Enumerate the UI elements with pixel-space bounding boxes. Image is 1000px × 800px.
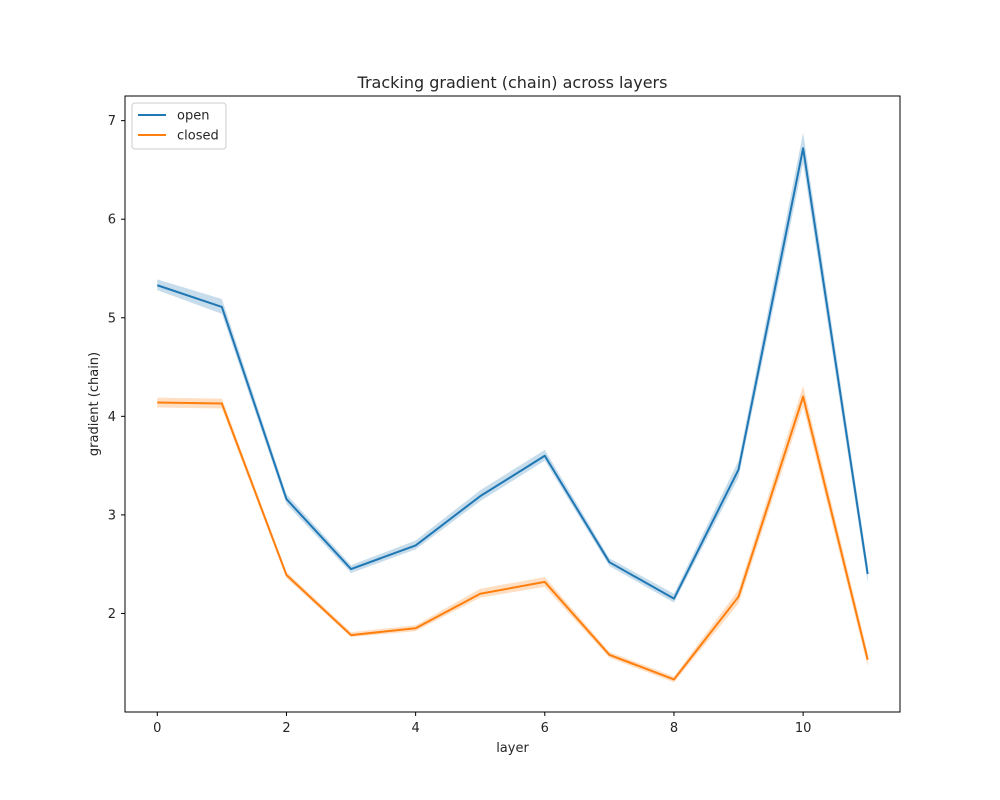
point-closed-11 [867, 659, 869, 661]
point-open-5 [479, 495, 481, 497]
chart-title: Tracking gradient (chain) across layers [357, 73, 668, 92]
point-open-1 [221, 306, 223, 308]
x-axis-label: layer [496, 741, 529, 756]
point-closed-0 [156, 402, 158, 404]
legend-label-closed: closed [177, 129, 219, 144]
point-closed-1 [221, 403, 223, 405]
y-axis: 2 3 4 5 6 7 [108, 114, 125, 622]
x-tick-label: 6 [541, 721, 549, 736]
x-axis: 0 2 4 6 8 10 [153, 712, 811, 736]
legend: open closed [131, 102, 227, 150]
y-tick-label: 5 [108, 311, 116, 326]
point-open-3 [350, 568, 352, 570]
series-line-closed [157, 395, 869, 681]
x-tick-label: 0 [153, 721, 161, 736]
y-tick-label: 4 [108, 410, 116, 425]
point-closed-6 [544, 581, 546, 583]
point-open-11 [867, 573, 869, 575]
confidence-bands [157, 132, 868, 683]
series-lines [156, 147, 869, 681]
point-closed-8 [673, 678, 675, 680]
point-open-4 [415, 544, 417, 546]
point-closed-2 [285, 574, 287, 576]
y-tick-label: 2 [108, 607, 116, 622]
point-closed-7 [608, 654, 610, 656]
point-closed-4 [415, 627, 417, 629]
point-open-10 [802, 147, 804, 149]
series-line-open [156, 147, 869, 600]
y-tick-label: 3 [108, 508, 116, 523]
x-tick-label: 8 [670, 721, 678, 736]
y-tick-label: 7 [108, 114, 116, 129]
x-tick-label: 2 [282, 721, 290, 736]
plot-frame [124, 95, 901, 713]
point-closed-3 [350, 634, 352, 636]
x-tick-label: 10 [795, 721, 812, 736]
x-tick-label: 4 [411, 721, 419, 736]
y-tick-label: 6 [108, 213, 116, 228]
point-open-6 [544, 455, 546, 457]
point-closed-5 [479, 593, 481, 595]
point-open-0 [156, 284, 158, 286]
point-open-8 [673, 598, 675, 600]
point-open-7 [608, 561, 610, 563]
point-open-9 [738, 469, 740, 471]
point-closed-10 [802, 396, 804, 398]
point-closed-9 [738, 596, 740, 598]
y-axis-label: gradient (chain) [87, 352, 102, 456]
point-open-2 [285, 498, 287, 500]
legend-label-open: open [177, 109, 209, 124]
